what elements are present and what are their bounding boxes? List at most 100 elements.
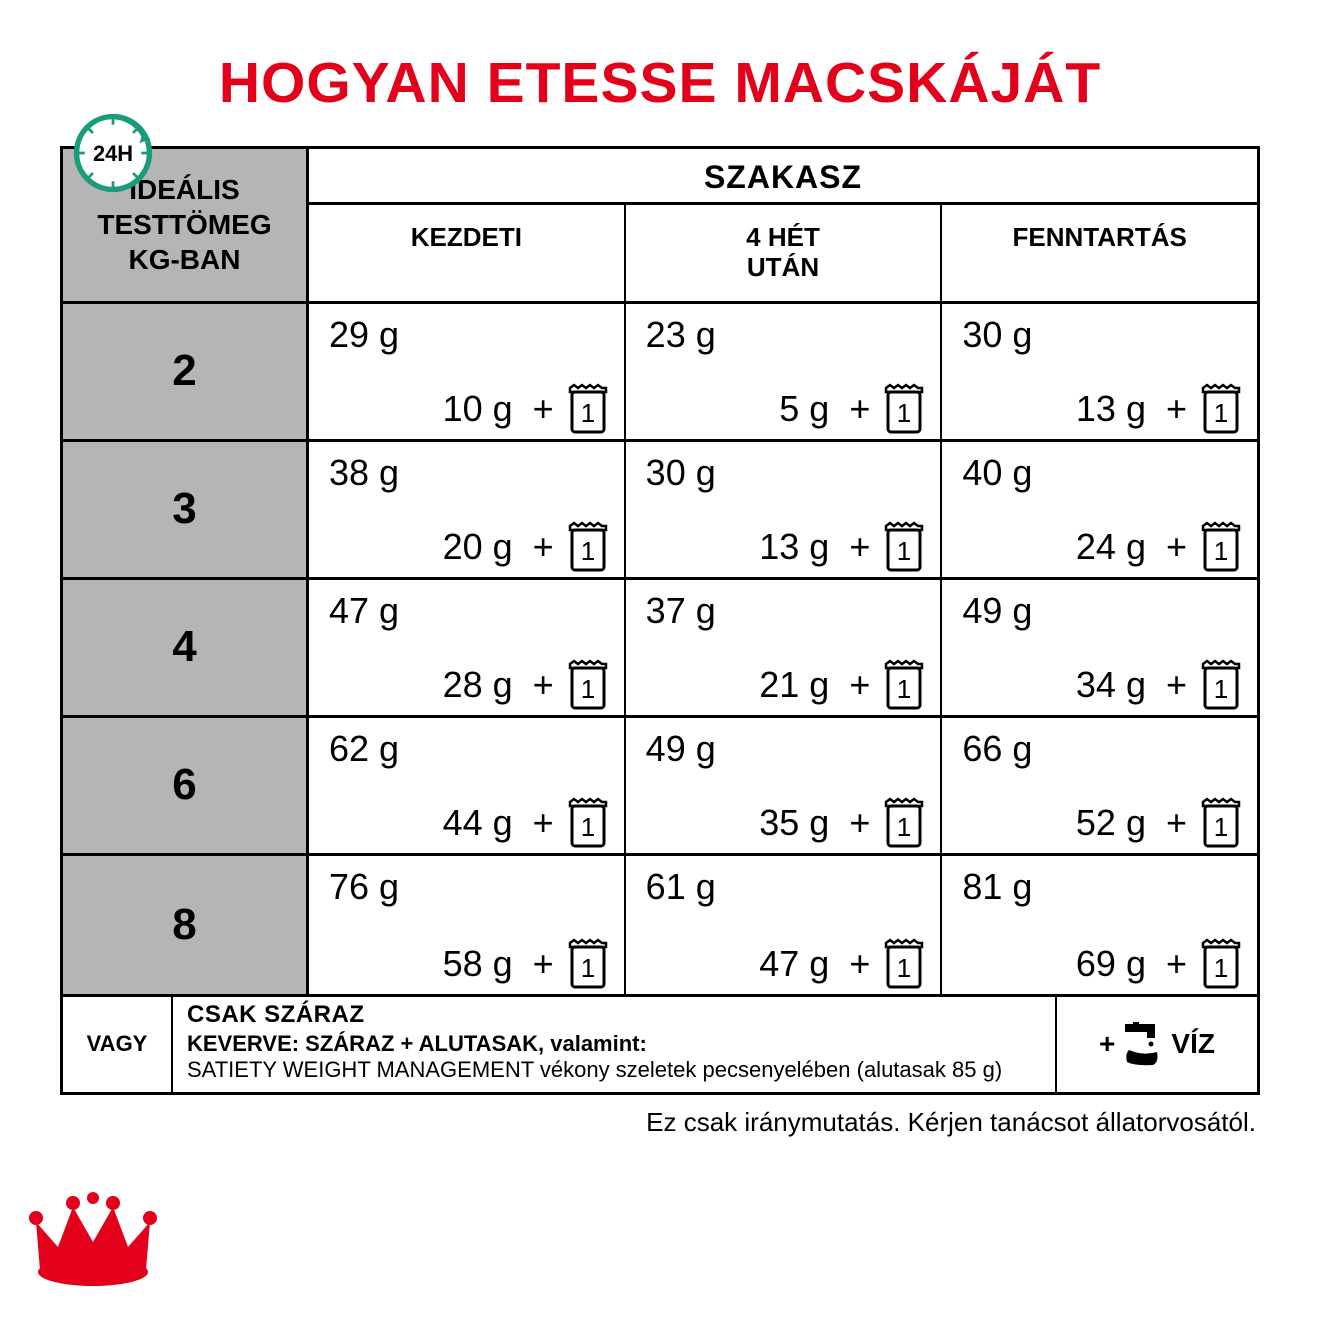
- plus-sign: +: [1166, 943, 1187, 985]
- plus-sign: +: [1099, 1028, 1115, 1060]
- pouch-icon: 1: [564, 658, 612, 712]
- data-cell: 81 g 69 g + 1: [942, 856, 1257, 994]
- mix-value: 47 g: [759, 943, 829, 985]
- phase-col-0: KEZDETI: [309, 205, 626, 301]
- plus-sign: +: [533, 388, 554, 430]
- mix-value: 20 g: [443, 526, 513, 568]
- mix-value: 44 g: [443, 802, 513, 844]
- page-title: HOGYAN ETESSE MACSKÁJÁT: [60, 50, 1260, 116]
- data-cell: 30 g 13 g + 1: [942, 304, 1257, 439]
- dry-value: 61 g: [626, 856, 941, 908]
- mix-value: 69 g: [1076, 943, 1146, 985]
- clock-24h-icon: 24H: [72, 112, 154, 194]
- pouch-icon: 1: [880, 937, 928, 991]
- data-cell: 38 g 20 g + 1: [309, 442, 626, 577]
- svg-text:1: 1: [897, 536, 911, 566]
- plus-sign: +: [533, 943, 554, 985]
- plus-sign: +: [1166, 664, 1187, 706]
- dry-value: 40 g: [942, 442, 1257, 494]
- legend-dry-only: CSAK SZÁRAZ: [187, 1001, 1041, 1029]
- feeding-table: IDEÁLIS TESTTÖMEG KG-BAN SZAKASZ KEZDETI…: [60, 146, 1260, 1095]
- mix-value: 13 g: [1076, 388, 1146, 430]
- pouch-icon: 1: [564, 520, 612, 574]
- table-row: 2 29 g 10 g + 1 23 g 5 g +: [63, 304, 1257, 442]
- data-cell: 66 g 52 g + 1: [942, 718, 1257, 853]
- dry-value: 23 g: [626, 304, 941, 356]
- pouch-icon: 1: [564, 937, 612, 991]
- dry-value: 81 g: [942, 856, 1257, 908]
- dry-value: 76 g: [309, 856, 624, 908]
- legend-water: + VÍZ: [1057, 997, 1257, 1092]
- plus-sign: +: [533, 526, 554, 568]
- plus-sign: +: [849, 526, 870, 568]
- svg-text:1: 1: [1214, 536, 1228, 566]
- dry-value: 49 g: [626, 718, 941, 770]
- data-cell: 61 g 47 g + 1: [626, 856, 943, 994]
- svg-text:1: 1: [897, 674, 911, 704]
- data-cell: 29 g 10 g + 1: [309, 304, 626, 439]
- plus-sign: +: [849, 388, 870, 430]
- mix-value: 58 g: [443, 943, 513, 985]
- phase-header: SZAKASZ: [309, 149, 1257, 202]
- weight-cell: 6: [63, 718, 309, 853]
- pouch-icon: 1: [1197, 658, 1245, 712]
- legend-mixed-detail: SATIETY WEIGHT MANAGEMENT vékony szelete…: [187, 1057, 1002, 1082]
- disclaimer-text: Ez csak iránymutatás. Kérjen tanácsot ál…: [60, 1107, 1260, 1138]
- weight-cell: 2: [63, 304, 309, 439]
- mix-value: 13 g: [759, 526, 829, 568]
- table-row: 4 47 g 28 g + 1 37 g 21 g +: [63, 580, 1257, 718]
- svg-text:1: 1: [580, 536, 594, 566]
- pouch-icon: 1: [880, 520, 928, 574]
- pouch-icon: 1: [1197, 382, 1245, 436]
- pouch-icon: 1: [564, 382, 612, 436]
- pouch-icon: 1: [1197, 937, 1245, 991]
- dry-value: 29 g: [309, 304, 624, 356]
- svg-text:24H: 24H: [93, 141, 133, 166]
- svg-text:1: 1: [580, 812, 594, 842]
- svg-text:1: 1: [580, 674, 594, 704]
- pouch-icon: 1: [1197, 520, 1245, 574]
- dry-value: 37 g: [626, 580, 941, 632]
- mix-value: 5 g: [779, 388, 829, 430]
- mix-value: 34 g: [1076, 664, 1146, 706]
- table-header: IDEÁLIS TESTTÖMEG KG-BAN SZAKASZ KEZDETI…: [63, 149, 1257, 304]
- svg-text:1: 1: [897, 812, 911, 842]
- svg-text:1: 1: [1214, 398, 1228, 428]
- svg-text:1: 1: [897, 953, 911, 983]
- pouch-icon: 1: [564, 796, 612, 850]
- mix-value: 21 g: [759, 664, 829, 706]
- weight-cell: 3: [63, 442, 309, 577]
- plus-sign: +: [1166, 802, 1187, 844]
- pouch-icon: 1: [880, 658, 928, 712]
- mix-value: 35 g: [759, 802, 829, 844]
- pouch-icon: 1: [1197, 796, 1245, 850]
- legend-mixed: CSAK SZÁRAZ KEVERVE: SZÁRAZ + ALUTASAK, …: [171, 997, 1057, 1092]
- plus-sign: +: [533, 802, 554, 844]
- data-cell: 40 g 24 g + 1: [942, 442, 1257, 577]
- dry-value: 62 g: [309, 718, 624, 770]
- data-cell: 49 g 34 g + 1: [942, 580, 1257, 715]
- dry-value: 49 g: [942, 580, 1257, 632]
- svg-text:1: 1: [1214, 812, 1228, 842]
- plus-sign: +: [1166, 388, 1187, 430]
- tap-water-icon: [1123, 1022, 1163, 1066]
- plus-sign: +: [849, 943, 870, 985]
- svg-text:1: 1: [897, 398, 911, 428]
- table-row: 6 62 g 44 g + 1 49 g 35 g +: [63, 718, 1257, 856]
- svg-text:1: 1: [1214, 953, 1228, 983]
- phase-col-2: FENNTARTÁS: [942, 205, 1257, 301]
- data-cell: 30 g 13 g + 1: [626, 442, 943, 577]
- plus-sign: +: [533, 664, 554, 706]
- dry-value: 30 g: [942, 304, 1257, 356]
- plus-sign: +: [849, 664, 870, 706]
- svg-text:1: 1: [580, 953, 594, 983]
- mix-value: 10 g: [443, 388, 513, 430]
- data-cell: 47 g 28 g + 1: [309, 580, 626, 715]
- dry-value: 66 g: [942, 718, 1257, 770]
- dry-value: 47 g: [309, 580, 624, 632]
- table-row: 8 76 g 58 g + 1 61 g 47 g +: [63, 856, 1257, 994]
- mix-value: 52 g: [1076, 802, 1146, 844]
- phase-col-1: 4 HÉT UTÁN: [626, 205, 943, 301]
- data-cell: 23 g 5 g + 1: [626, 304, 943, 439]
- legend-row: VAGY CSAK SZÁRAZ KEVERVE: SZÁRAZ + ALUTA…: [63, 994, 1257, 1092]
